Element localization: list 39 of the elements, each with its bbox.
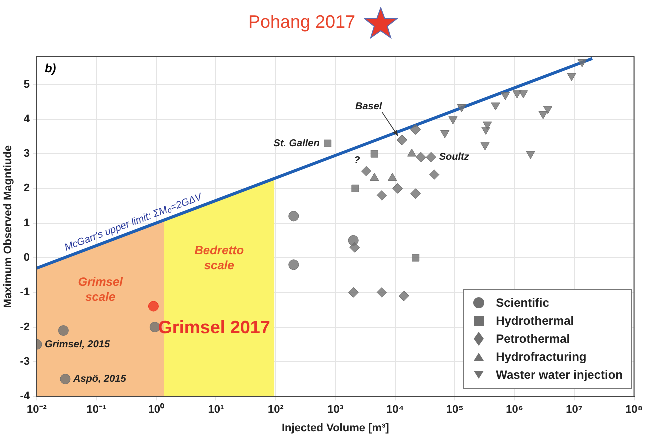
x-axis-title: Injected Volume [m³] (282, 422, 390, 434)
y-tick-label: 0 (24, 252, 30, 264)
band-label: Grimsel scale (78, 274, 124, 304)
legend-label: Hydrofracturing (496, 349, 587, 366)
x-tick-label: 10⁵ (446, 404, 464, 416)
annotation: Grimsel 2017 (158, 318, 270, 338)
annotation: Soultz (439, 152, 470, 164)
band-label: Bedretto scale (194, 243, 244, 272)
x-tick-label: 10² (268, 404, 284, 416)
y-tick-label: 4 (24, 113, 31, 126)
y-tick-label: -2 (20, 321, 30, 334)
y-tick-label: 1 (24, 217, 30, 230)
y-tick-label: -3 (20, 356, 30, 368)
y-tick-label: 5 (24, 78, 30, 91)
x-tick-label: 10⁻¹ (86, 404, 107, 416)
annotation: Basel (355, 101, 382, 112)
x-tick-label: 10⁶ (506, 404, 524, 416)
y-axis-title: Maximum Observed Magntiude (2, 146, 15, 308)
legend-label: Hydrothermal (496, 313, 574, 330)
x-tick-label: 10³ (328, 404, 344, 416)
y-tick-label: -1 (20, 286, 30, 299)
annotation: ? (354, 156, 360, 167)
annotation: Grimsel, 2015 (44, 339, 110, 350)
annotation: Aspö, 2015 (72, 374, 127, 386)
y-tick-label: -4 (20, 390, 31, 403)
x-tick-label: 10⁸ (626, 404, 643, 416)
x-tick-label: 10¹ (208, 404, 224, 416)
legend-label: Scientific (496, 295, 550, 312)
x-tick-label: 10⁴ (386, 404, 404, 416)
legend-label: Waster water injection (496, 367, 623, 384)
y-tick-label: 2 (24, 182, 30, 195)
legend-label: Petrothermal (496, 331, 570, 348)
x-tick-label: 10⁰ (148, 403, 165, 416)
chart-title: Pohang 2017 (248, 12, 356, 33)
annotation: St. Gallen (274, 138, 320, 150)
x-tick-label: 10⁻² (27, 404, 48, 416)
y-tick-label: 3 (24, 148, 30, 160)
annotation: b) (44, 61, 56, 76)
x-tick-label: 10⁷ (566, 404, 584, 416)
